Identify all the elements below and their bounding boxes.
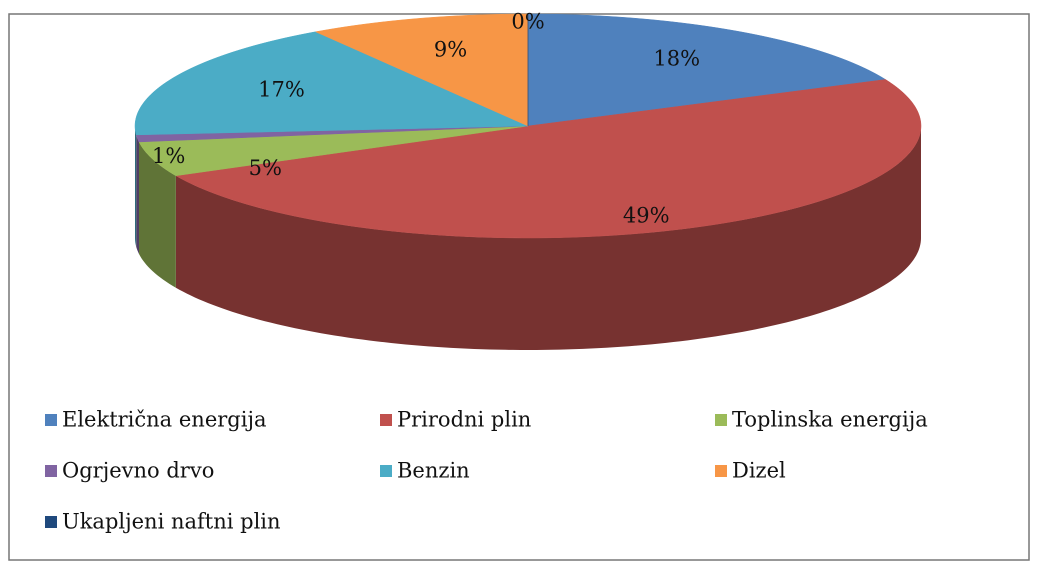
legend-label: Prirodni plin <box>397 408 531 432</box>
legend-swatch <box>45 414 57 426</box>
legend-label: Benzin <box>397 459 470 483</box>
legend-label: Toplinska energija <box>732 408 928 432</box>
legend-swatch <box>45 465 57 477</box>
data-label: 17% <box>258 78 305 102</box>
legend-swatch <box>45 516 57 528</box>
pie-slice <box>527 13 887 127</box>
data-label: 1% <box>152 144 185 168</box>
data-label: 5% <box>249 156 282 180</box>
legend-swatch <box>380 414 392 426</box>
data-label: 9% <box>434 37 467 61</box>
pie-slice <box>138 125 529 176</box>
data-label: 0% <box>511 9 544 33</box>
legend-swatch <box>715 465 727 477</box>
legend-label: Dizel <box>732 459 786 483</box>
legend-label: Električna energija <box>62 408 266 432</box>
legend-label: Ukapljeni naftni plin <box>62 510 281 534</box>
pie-slice <box>314 13 529 127</box>
legend-swatch <box>380 465 392 477</box>
data-label: 18% <box>653 47 700 71</box>
legend-swatch <box>715 414 727 426</box>
pie-side <box>136 134 140 254</box>
data-label: 49% <box>623 203 670 227</box>
pie-side <box>135 126 137 247</box>
legend-label: Ogrjevno drvo <box>62 459 214 483</box>
pie-slice <box>134 31 529 136</box>
pie-slice <box>175 79 922 239</box>
pie-side <box>139 141 176 288</box>
